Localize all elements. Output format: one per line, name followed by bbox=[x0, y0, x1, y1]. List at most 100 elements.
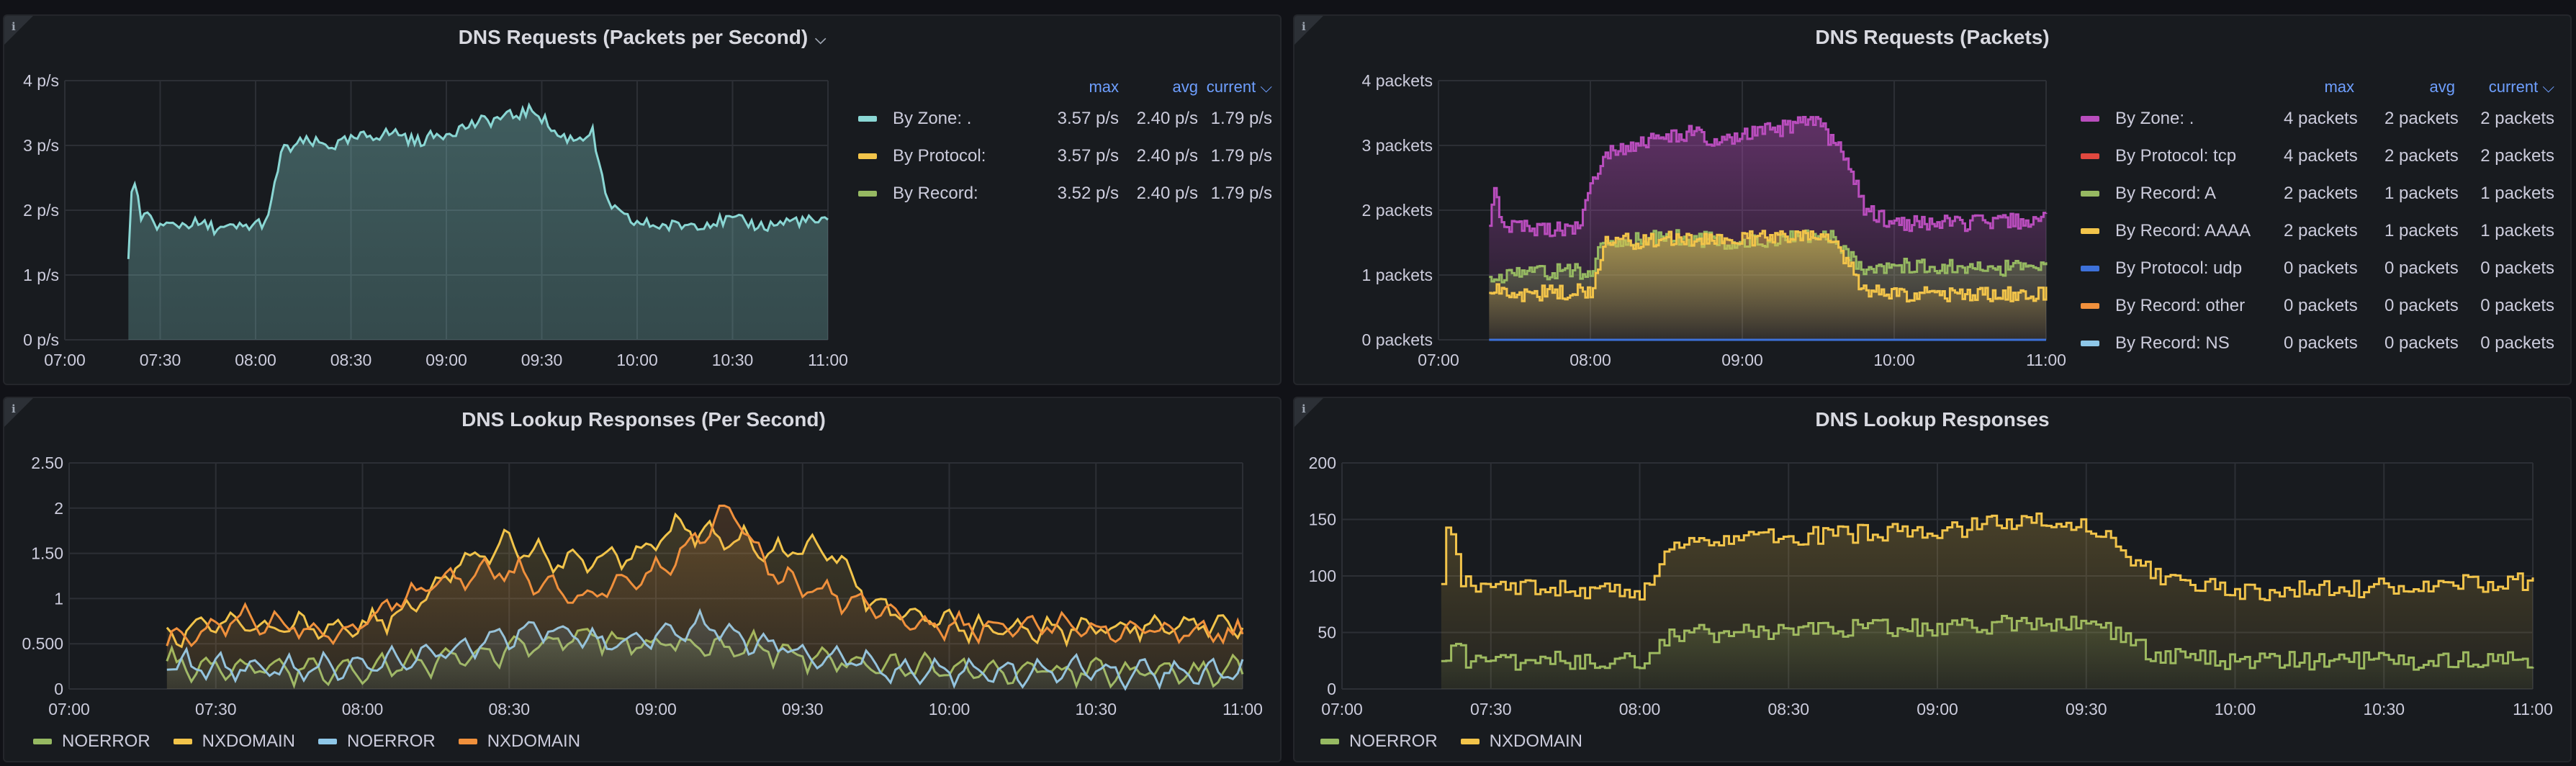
series-line bbox=[1441, 512, 2534, 602]
legend-table: max avg current ⌵ By Zone: . 3.57 p/s 2.40… bbox=[858, 78, 1276, 222]
legend-name: By Record: A bbox=[2115, 184, 2217, 203]
legend-row[interactable]: By Record: A 2 packets 1 packets 1 packets bbox=[2081, 183, 2570, 204]
panel-lookup[interactable]: i DNS Lookup Responses 0 50 100 150 200 07:00… bbox=[1293, 397, 2572, 762]
info-icon[interactable]: i bbox=[12, 402, 16, 415]
chevron-down-icon[interactable]: ⌵ bbox=[815, 32, 827, 48]
legend-max: 0 packets bbox=[2284, 296, 2358, 315]
legend-swatch bbox=[1320, 739, 1339, 744]
legend-item[interactable]: NXDOMAIN bbox=[458, 731, 581, 752]
legend-name: NXDOMAIN bbox=[487, 731, 581, 751]
chart-requests-pps[interactable]: 0 p/s 1 p/s 2 p/s 3 p/s 4 p/s 07:00 07:30 08:00… bbox=[4, 16, 851, 383]
panel-info-corner[interactable] bbox=[1294, 16, 1323, 45]
legend-row[interactable]: By Protocol: 3.57 p/s 2.40 p/s 1.79 p/s bbox=[858, 145, 1276, 167]
y-tick-label: 0 p/s bbox=[23, 330, 59, 349]
panel-requests-pps[interactable]: i DNS Requests (Packets per Second) ⌵ 0 p… bbox=[3, 14, 1282, 385]
legend-current: 1 packets bbox=[2480, 184, 2554, 203]
y-tick-label: 0 packets bbox=[1362, 330, 1433, 349]
y-tick-label: 1 bbox=[54, 589, 63, 608]
legend-swatch bbox=[2081, 266, 2099, 271]
legend-row[interactable]: By Record: 3.52 p/s 2.40 p/s 1.79 p/s bbox=[858, 183, 1276, 204]
x-tick-label: 08:00 bbox=[1619, 700, 1661, 718]
legend-max: 2 packets bbox=[2284, 184, 2358, 203]
x-tick-label: 10:30 bbox=[1075, 700, 1117, 718]
legend-row[interactable]: By Record: other 0 packets 0 packets 0 pack… bbox=[2081, 295, 2570, 317]
legend-row[interactable]: By Zone: . 3.57 p/s 2.40 p/s 1.79 p/s bbox=[858, 108, 1276, 130]
legend-item[interactable]: NOERROR bbox=[1320, 731, 1438, 752]
panel-title[interactable]: DNS Lookup Responses bbox=[1815, 408, 2050, 431]
legend-header-avg[interactable]: avg bbox=[1172, 78, 1198, 96]
legend-item[interactable]: NXDOMAIN bbox=[173, 731, 296, 752]
legend-header-current[interactable]: current ⌵ bbox=[2488, 78, 2554, 96]
info-icon[interactable]: i bbox=[1302, 20, 1306, 33]
bottom-legend: NOERROR NXDOMAIN NOERROR NXDOMAIN bbox=[33, 731, 603, 752]
legend-header-max[interactable]: max bbox=[2324, 78, 2354, 96]
legend-item[interactable]: NOERROR bbox=[33, 731, 150, 752]
chart-lookup[interactable]: 0 50 100 150 200 07:00 07:30 08:00 08:30 09:00 09:… bbox=[1294, 398, 2570, 722]
legend-max: 3.52 p/s bbox=[1057, 184, 1119, 203]
legend-row[interactable]: By Zone: . 4 packets 2 packets 2 packets bbox=[2081, 108, 2570, 130]
y-tick-label: 2 p/s bbox=[23, 201, 59, 220]
y-tick-label: 4 packets bbox=[1362, 71, 1433, 90]
legend-max: 4 packets bbox=[2284, 109, 2358, 128]
legend-row[interactable]: By Record: AAAA 2 packets 1 packets 1 packe… bbox=[2081, 220, 2570, 242]
legend-name: NXDOMAIN bbox=[202, 731, 296, 751]
x-tick-label: 08:30 bbox=[1767, 700, 1809, 718]
legend-current: 1 packets bbox=[2480, 221, 2554, 240]
legend-name: NXDOMAIN bbox=[1489, 731, 1583, 751]
legend-item[interactable]: NOERROR bbox=[318, 731, 436, 752]
legend-row[interactable]: By Record: NS 0 packets 0 packets 0 packets bbox=[2081, 333, 2570, 354]
panel-title[interactable]: DNS Lookup Responses (Per Second) bbox=[461, 408, 826, 431]
legend-avg: 2 packets bbox=[2384, 146, 2459, 166]
x-tick-label: 09:00 bbox=[1917, 700, 1958, 718]
x-tick-label: 10:00 bbox=[1873, 351, 1915, 369]
legend-swatch bbox=[2081, 153, 2099, 159]
legend-name: By Record: NS bbox=[2115, 333, 2230, 353]
legend-avg: 2.40 p/s bbox=[1136, 146, 1198, 166]
x-tick-label: 08:30 bbox=[488, 700, 530, 718]
x-tick-label: 09:30 bbox=[521, 351, 563, 369]
x-tick-label: 09:00 bbox=[635, 700, 677, 718]
legend-avg: 1 packets bbox=[2384, 184, 2459, 203]
panel-info-corner[interactable] bbox=[4, 398, 33, 427]
legend-item[interactable]: NXDOMAIN bbox=[1460, 731, 1583, 752]
x-tick-label: 09:30 bbox=[2066, 700, 2107, 718]
info-icon[interactable]: i bbox=[12, 20, 16, 33]
panel-lookup-ps[interactable]: i DNS Lookup Responses (Per Second) 0 0.5… bbox=[3, 397, 1282, 762]
chart-lookup-ps[interactable]: 0 0.500 1 1.50 2 2.50 07:00 07:30 08:00 08:30 09:0… bbox=[4, 398, 1280, 722]
x-tick-label: 11:00 bbox=[1222, 700, 1263, 718]
x-tick-label: 08:00 bbox=[1570, 351, 1611, 369]
series-area bbox=[1489, 230, 2046, 340]
x-tick-label: 11:00 bbox=[2026, 351, 2066, 369]
legend-row[interactable]: By Protocol: tcp 4 packets 2 packets 2 pack… bbox=[2081, 145, 2570, 167]
legend-swatch bbox=[458, 739, 477, 744]
info-icon[interactable]: i bbox=[1302, 402, 1306, 415]
legend-max: 4 packets bbox=[2284, 146, 2358, 166]
legend-current: 1.79 p/s bbox=[1210, 109, 1272, 128]
chart-requests-packets[interactable]: 0 packets 1 packets 2 packets 3 packets 4 pa… bbox=[1294, 16, 2072, 383]
x-tick-label: 07:00 bbox=[48, 700, 90, 718]
legend-row[interactable]: By Protocol: udp 0 packets 0 packets 0 pack… bbox=[2081, 258, 2570, 279]
y-tick-label: 200 bbox=[1309, 454, 1336, 472]
y-tick-label: 1 p/s bbox=[23, 266, 59, 284]
series-area bbox=[1441, 513, 2533, 689]
panel-requests-packets[interactable]: i DNS Requests (Packets) 0 packets 1 pack… bbox=[1293, 14, 2572, 385]
bottom-legend: NOERROR NXDOMAIN bbox=[1320, 731, 1606, 752]
panel-info-corner[interactable] bbox=[1294, 398, 1323, 427]
series-line bbox=[1489, 230, 2048, 303]
legend-swatch bbox=[2081, 228, 2099, 234]
legend-avg: 1 packets bbox=[2384, 221, 2459, 240]
series-line bbox=[127, 102, 829, 259]
x-tick-label: 11:00 bbox=[808, 351, 848, 369]
panel-title[interactable]: DNS Requests (Packets per Second) ⌵ bbox=[458, 26, 827, 48]
panel-title[interactable]: DNS Requests (Packets) bbox=[1815, 26, 2050, 48]
y-tick-label: 2.50 bbox=[31, 454, 63, 472]
legend-name: By Protocol: bbox=[893, 146, 986, 166]
panel-info-corner[interactable] bbox=[4, 16, 33, 45]
legend-header-max[interactable]: max bbox=[1089, 78, 1119, 96]
legend-header-avg[interactable]: avg bbox=[2429, 78, 2455, 96]
legend-swatch bbox=[2081, 191, 2099, 197]
legend-max: 0 packets bbox=[2284, 258, 2358, 278]
x-tick-label: 09:00 bbox=[425, 351, 467, 369]
legend-name: By Record: bbox=[893, 184, 978, 203]
legend-header-current[interactable]: current ⌵ bbox=[1206, 78, 1272, 96]
